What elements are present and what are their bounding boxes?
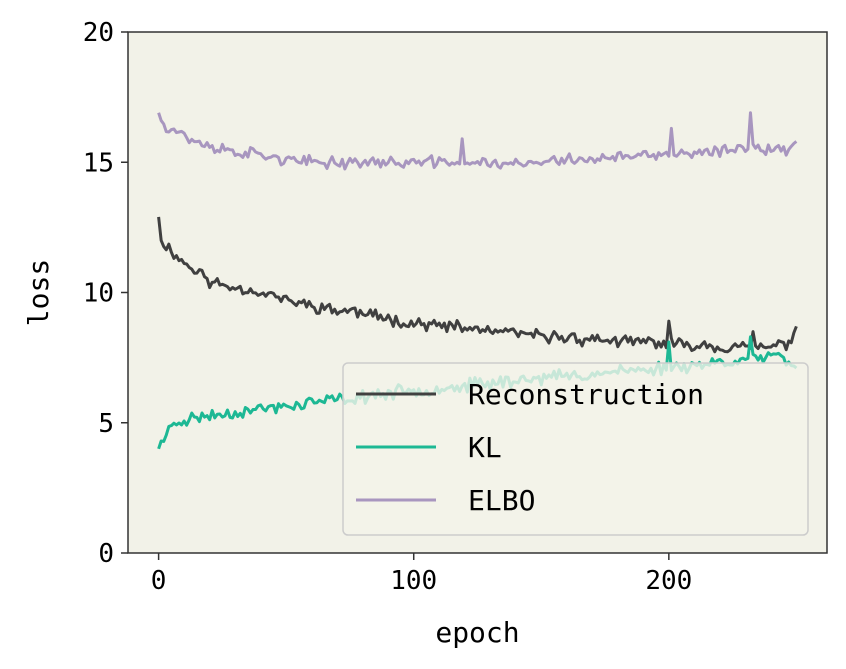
legend-label-kl: KL — [468, 431, 502, 464]
y-tick-label: 20 — [83, 18, 114, 48]
y-tick-label: 0 — [98, 539, 114, 569]
legend-label-elbo: ELBO — [468, 484, 535, 517]
legend-box — [342, 362, 809, 536]
series-line-elbo — [157, 111, 798, 171]
y-axis-title: loss — [22, 259, 55, 326]
y-tick-label: 15 — [83, 148, 114, 178]
x-axis-title: epoch — [435, 616, 519, 649]
x-tick-label: 100 — [390, 566, 437, 596]
y-axis: 0 5 10 15 20 — [83, 18, 128, 569]
x-tick-label: 200 — [645, 566, 692, 596]
legend-label-reconstruction: Reconstruction — [468, 378, 704, 411]
y-tick-label: 10 — [83, 279, 114, 309]
x-tick-label: 0 — [151, 566, 167, 596]
legend: Reconstruction KL ELBO — [342, 362, 809, 536]
x-axis: 0 100 200 — [151, 553, 692, 596]
series-line-reconstruction — [157, 216, 798, 354]
y-tick-label: 5 — [98, 409, 114, 439]
